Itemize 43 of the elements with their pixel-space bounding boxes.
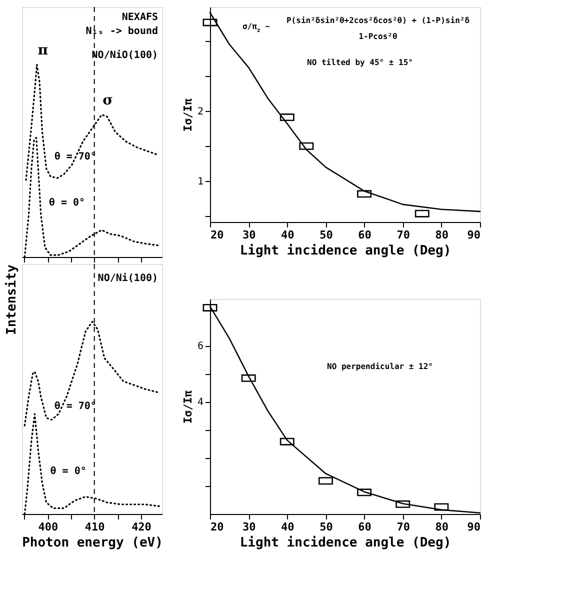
annotation: P(sin²δsin²θ+2cos²δcos²θ) + (1-P)sin²δ [286, 16, 470, 25]
annotation: π [38, 42, 48, 59]
annotation: NO tilted by 45° ± 15° [307, 58, 413, 67]
x-tick-label: 400 [38, 520, 58, 534]
x-tick-label: 60 [358, 520, 372, 534]
x-tick-label: 90 [467, 228, 480, 242]
y-tick-label: 6 [197, 341, 204, 352]
annotation: σ [102, 92, 113, 109]
annotation: 1-Pcos²θ [358, 32, 398, 41]
text: NO/Ni(100) [98, 272, 158, 284]
x-tick-label: 70 [396, 228, 410, 242]
y-axis-title: Intensity [4, 264, 20, 335]
text: NO/NiO(100) [92, 49, 158, 61]
x-tick-label: 420 [132, 520, 152, 534]
x-tick-label: 50 [320, 520, 333, 534]
y-tick-label: 1 [197, 176, 204, 188]
series-label: θ = 0° [48, 198, 86, 209]
x-tick-label: 40 [281, 228, 294, 242]
text: N₁ₛ -> bound [86, 26, 158, 37]
x-tick-label: 20 [210, 520, 224, 534]
y-tick-label: 4 [197, 397, 204, 408]
y-axis-title: Iσ/Iπ [181, 390, 194, 424]
text: NEXAFS [122, 12, 158, 23]
x-axis-title: Light incidence angle (Deg) [240, 244, 452, 258]
x-tick-label: 410 [84, 520, 105, 534]
x-axis-title: Light incidence angle (Deg) [240, 536, 452, 550]
x-axis-title: Photon energy (eV) [22, 536, 163, 550]
annotation: NO perpendicular ± 12° [327, 362, 433, 371]
series-label: θ = 70° [54, 400, 96, 412]
x-tick-label: 70 [396, 520, 410, 534]
y-axis-title: Iσ/Iπ [181, 98, 194, 132]
x-tick-label: 40 [281, 520, 294, 534]
series-label: θ = 70° [54, 152, 96, 163]
series-label: θ = 0° [50, 466, 86, 478]
x-tick-label: 60 [358, 228, 372, 242]
x-tick-label: 50 [320, 228, 333, 242]
x-tick-label: 90 [467, 520, 480, 534]
x-tick-label: 20 [210, 228, 224, 242]
x-tick-label: 80 [435, 228, 449, 242]
x-tick-label: 80 [435, 520, 449, 534]
x-tick-label: 30 [242, 520, 256, 534]
x-tick-label: 30 [242, 228, 256, 242]
y-tick-label: 2 [197, 106, 204, 118]
